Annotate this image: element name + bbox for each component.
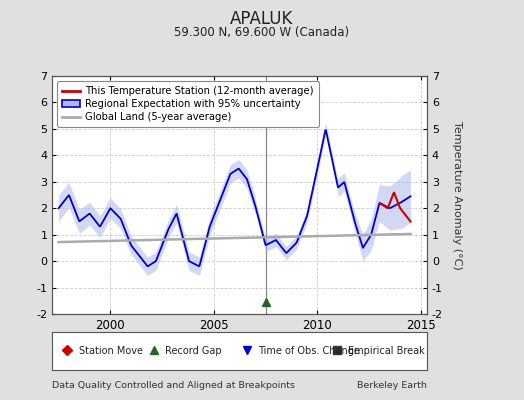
- Text: Data Quality Controlled and Aligned at Breakpoints: Data Quality Controlled and Aligned at B…: [52, 381, 296, 390]
- Text: Record Gap: Record Gap: [165, 346, 222, 356]
- Y-axis label: Temperature Anomaly (°C): Temperature Anomaly (°C): [453, 121, 463, 269]
- Text: 59.300 N, 69.600 W (Canada): 59.300 N, 69.600 W (Canada): [174, 26, 350, 39]
- Text: APALUK: APALUK: [231, 10, 293, 28]
- Text: Berkeley Earth: Berkeley Earth: [357, 381, 427, 390]
- Text: Station Move: Station Move: [79, 346, 143, 356]
- Text: Empirical Break: Empirical Break: [348, 346, 425, 356]
- Legend: This Temperature Station (12-month average), Regional Expectation with 95% uncer: This Temperature Station (12-month avera…: [58, 81, 319, 127]
- Text: Time of Obs. Change: Time of Obs. Change: [258, 346, 361, 356]
